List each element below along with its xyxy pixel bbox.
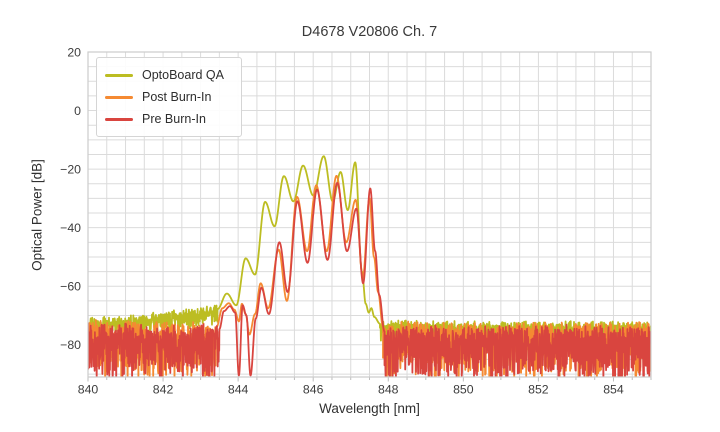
pre-burn-in-line-swatch: [105, 117, 133, 121]
svg-text:844: 844: [228, 383, 249, 397]
optoboard-qa-line-swatch: [105, 73, 133, 77]
series-line-optoboard-qa: [88, 155, 651, 347]
svg-text:842: 842: [153, 383, 174, 397]
legend-item-optoboard-qa: OptoBoard QA: [105, 64, 231, 86]
legend-item-post-burn-in: Post Burn-In: [105, 86, 231, 108]
svg-text:848: 848: [378, 383, 399, 397]
legend: OptoBoard QA Post Burn-In Pre Burn-In: [96, 57, 242, 137]
legend-label-pre-burn-in: Pre Burn-In: [142, 112, 206, 126]
svg-text:−60: −60: [60, 280, 81, 294]
svg-text:854: 854: [603, 383, 624, 397]
chart-title: D4678 V20806 Ch. 7: [301, 24, 438, 40]
x-axis-label: Wavelength [nm]: [319, 401, 420, 416]
svg-text:850: 850: [453, 383, 474, 397]
legend-item-pre-burn-in: Pre Burn-In: [105, 108, 231, 130]
legend-label-optoboard-qa: OptoBoard QA: [142, 68, 224, 82]
svg-text:0: 0: [74, 104, 81, 118]
svg-text:840: 840: [78, 383, 99, 397]
legend-label-post-burn-in: Post Burn-In: [142, 90, 212, 104]
svg-text:852: 852: [528, 383, 549, 397]
svg-text:846: 846: [303, 383, 324, 397]
svg-text:−20: −20: [60, 162, 81, 176]
y-axis-label: Optical Power [dB]: [29, 159, 45, 271]
svg-text:−80: −80: [60, 338, 81, 352]
svg-text:−40: −40: [60, 221, 81, 235]
post-burn-in-line-swatch: [105, 95, 133, 99]
svg-text:20: 20: [67, 45, 81, 59]
series-line-pre-burn-in: [88, 182, 651, 377]
